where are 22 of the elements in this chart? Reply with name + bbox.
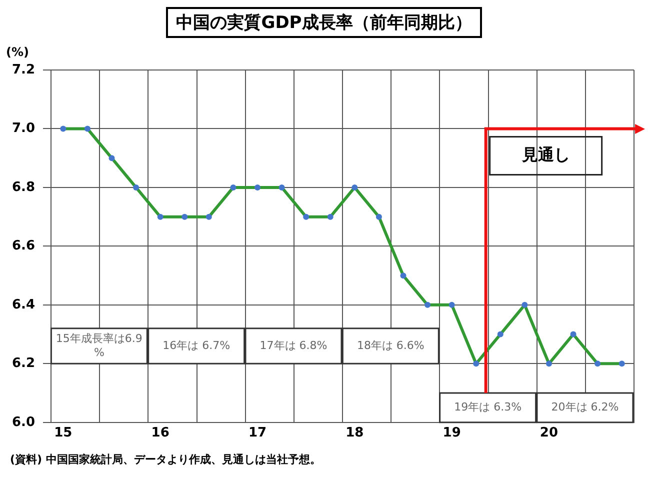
x-tick-label: 20 <box>540 426 558 441</box>
annotation: 18年は 6.6% <box>356 338 424 352</box>
y-tick-label: 6.0 <box>12 414 36 430</box>
annotation: 17年は 6.8% <box>260 338 328 352</box>
text: (資料) 中国国家統計局、データより作成、見通しは当社予想。 <box>9 452 322 467</box>
x-tick-label: 15 <box>54 426 72 441</box>
x-tick-label: 18 <box>346 426 364 441</box>
annotation: 19年は 6.3% <box>454 400 522 414</box>
chart-title: 中国の実質GDP成長率（前年同期比） <box>166 6 482 38</box>
x-tick-label: 17 <box>248 426 267 441</box>
y-tick-label: 6.4 <box>12 297 36 312</box>
annotation: 15年成長率は6.9% <box>56 332 142 359</box>
y-axis-title: (%) <box>6 45 29 59</box>
y-tick-label: 7.0 <box>12 121 36 136</box>
x-tick-label: 16 <box>151 426 170 441</box>
y-tick-label: 6.8 <box>12 180 36 195</box>
annotation: 16年は 6.7% <box>162 338 230 352</box>
annotation: 20年は 6.2% <box>551 400 619 414</box>
y-tick-label: 6.6 <box>12 238 36 254</box>
x-tick-label: 19 <box>442 426 461 441</box>
y-tick-label: 7.2 <box>12 62 36 78</box>
y-tick-label: 6.2 <box>12 356 36 372</box>
